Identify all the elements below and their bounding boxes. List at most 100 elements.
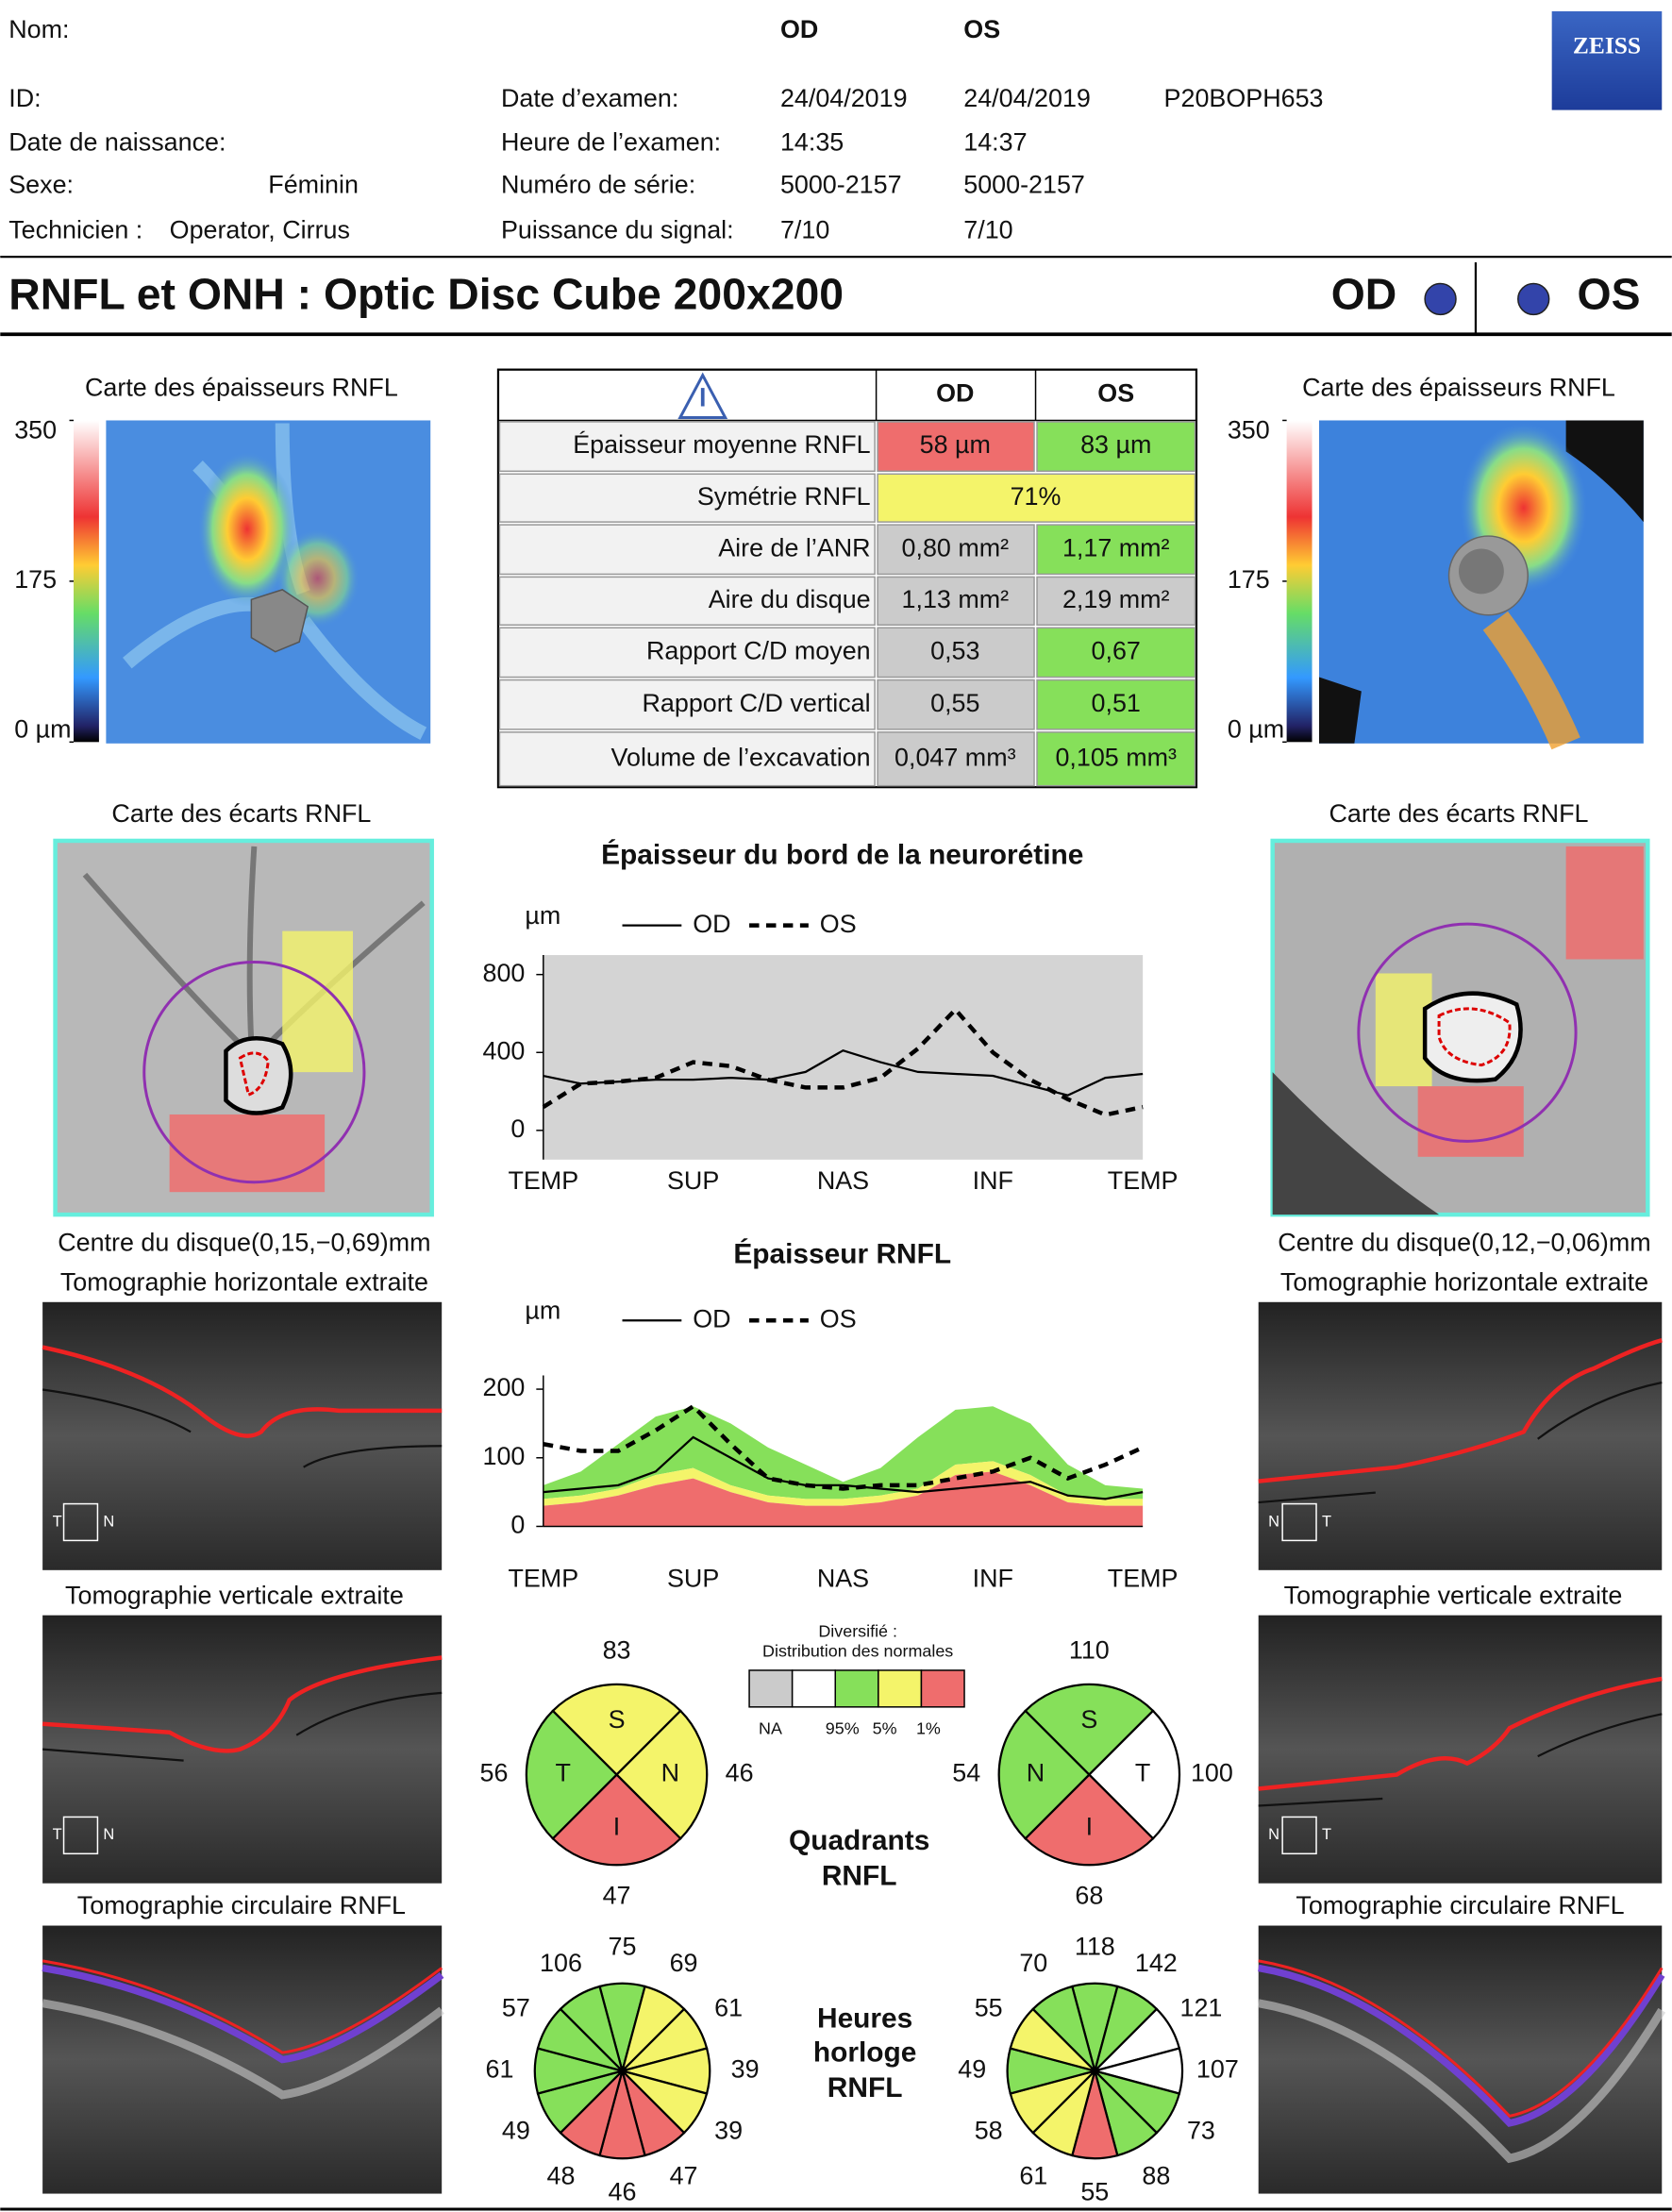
value: 14:35 — [780, 128, 844, 157]
section-title: Tomographie horizontale extraite — [1280, 1267, 1648, 1296]
normal-band — [543, 1406, 1144, 1500]
y-unit: µm — [525, 901, 560, 930]
value-cell — [877, 627, 1035, 679]
x-tick-label: NAS — [817, 1166, 869, 1195]
label: Technicien : — [8, 215, 142, 243]
clock-sector — [1031, 1985, 1097, 2075]
section-title: Tomographie verticale extraite — [65, 1581, 404, 1609]
value: Operator, Cirrus — [170, 215, 350, 243]
column-header: OS — [963, 15, 1000, 43]
scale-label: 0 µm — [14, 714, 71, 743]
chart-title: Épaisseur RNFL — [733, 1237, 951, 1269]
section-title: Carte des épaisseurs RNFL — [1302, 374, 1615, 402]
cell-value: 83 µm — [1080, 430, 1151, 459]
value-cell — [877, 421, 1035, 473]
legend-swatch — [834, 1669, 879, 1708]
value: 5000-2157 — [780, 170, 902, 198]
eye-dot — [1424, 282, 1457, 316]
cell-value: 1,13 mm² — [902, 585, 1010, 613]
scale-label: 175 — [14, 565, 57, 594]
section-title: horloge — [813, 2036, 917, 2068]
row-label: Aire de l’ANR — [718, 533, 870, 561]
legend-label: 1% — [916, 1718, 941, 1737]
label-cell — [498, 679, 876, 730]
legend-label: 5% — [873, 1718, 897, 1737]
clock-value: 46 — [609, 2178, 637, 2206]
clock-value: 61 — [486, 2055, 514, 2084]
value-cell — [877, 576, 1035, 626]
clock-value: 142 — [1135, 1949, 1178, 1977]
y-tick-label: 0 — [510, 1511, 525, 1539]
quadrant — [525, 1709, 619, 1840]
cell-value: 0,53 — [930, 636, 979, 664]
orientation-box — [62, 1502, 1317, 1855]
chart-title: Épaisseur du bord de la neurorétine — [601, 838, 1083, 870]
row-label: Rapport C/D vertical — [643, 689, 871, 717]
label: Puissance du signal: — [501, 215, 734, 243]
quadrant — [1024, 1772, 1155, 1867]
x-tick-label: TEMP — [508, 1564, 578, 1592]
value-cell — [1036, 731, 1196, 787]
cell-value: 1,17 mm² — [1062, 533, 1170, 561]
oct-scan — [42, 1301, 444, 2194]
series-line — [543, 1435, 1144, 1500]
x-tick-label: INF — [973, 1166, 1013, 1195]
legend-title: Distribution des normales — [762, 1641, 953, 1660]
y-unit: µm — [525, 1296, 560, 1324]
section-title: Tomographie horizontale extraite — [60, 1267, 428, 1296]
quadrant-value: 100 — [1191, 1759, 1233, 1787]
cell-value: 0,55 — [930, 689, 979, 717]
quadrant-letter: T — [1135, 1759, 1150, 1787]
quadrant-letter: N — [1027, 1759, 1045, 1787]
legend-title: Diversifié : — [818, 1621, 897, 1640]
value-cell — [1036, 576, 1196, 626]
section-title: Quadrants — [789, 1825, 929, 1856]
row-label: Rapport C/D moyen — [646, 636, 871, 664]
quadrant-letter: I — [613, 1812, 620, 1840]
quadrant-value: 56 — [480, 1759, 509, 1787]
value-cell — [877, 731, 1035, 787]
clock-value: 61 — [1019, 2161, 1047, 2189]
clock-value: 106 — [540, 1949, 582, 1977]
value-cell — [877, 524, 1035, 576]
cell-value: 0,047 mm³ — [895, 743, 1016, 771]
legend-swatch — [748, 1669, 794, 1708]
logo: ZEISS — [1573, 33, 1641, 59]
quadrant-value: 47 — [603, 1882, 631, 1910]
quadrant-letter: N — [661, 1759, 679, 1787]
color-bar — [1286, 420, 1313, 743]
legend-label: OS — [820, 910, 857, 938]
value-cell — [877, 679, 1035, 730]
orientation-label: T — [1322, 1513, 1331, 1530]
column-header: OD — [780, 15, 818, 43]
cell-value: 58 µm — [920, 430, 991, 459]
cell-value: 0,51 — [1092, 689, 1141, 717]
y-tick-label: 400 — [483, 1036, 526, 1064]
label: Nom: — [8, 15, 69, 43]
clock-value: 70 — [1019, 1949, 1047, 1977]
quadrant — [1024, 1683, 1155, 1777]
scale-label: 175 — [1228, 565, 1270, 594]
section-title: Tomographie circulaire RNFL — [1296, 1891, 1624, 1919]
label: Numéro de série: — [501, 170, 695, 198]
series-line — [543, 1403, 1145, 1491]
quadrant — [614, 1709, 709, 1840]
y-tick-label: 100 — [483, 1442, 526, 1470]
orientation-label: N — [1268, 1826, 1279, 1843]
legend-label: OS — [820, 1304, 857, 1332]
label: Date de naissance: — [8, 128, 226, 157]
clock-value: 58 — [975, 2117, 1003, 2145]
orientation-label: T — [53, 1513, 62, 1530]
row-label: Symétrie RNFL — [697, 482, 871, 511]
value: 24/04/2019 — [780, 84, 908, 112]
quadrant-value: 83 — [603, 1636, 631, 1665]
logo-box — [1551, 10, 1663, 110]
eye-dot — [1517, 282, 1550, 316]
orientation-label: T — [1322, 1826, 1331, 1843]
legend-swatch — [878, 1669, 923, 1708]
label: ID: — [8, 84, 41, 112]
clock-value: 118 — [1075, 1933, 1115, 1961]
section-title: Carte des écarts RNFL — [111, 799, 371, 828]
warning-icon — [677, 372, 728, 419]
